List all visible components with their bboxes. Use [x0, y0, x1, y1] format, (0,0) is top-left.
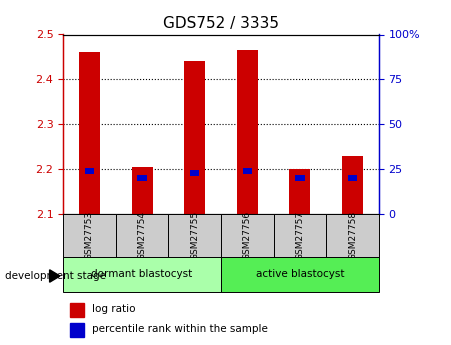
Text: GSM27758: GSM27758 [348, 211, 357, 260]
Bar [63, 214, 116, 257]
Text: percentile rank within the sample: percentile rank within the sample [92, 324, 268, 334]
Polygon shape [50, 270, 60, 282]
Bar [85, 168, 94, 174]
Bar [63, 257, 221, 292]
Text: GSM27753: GSM27753 [85, 211, 94, 260]
Bar [79, 52, 100, 214]
Bar [295, 175, 304, 181]
Text: development stage: development stage [5, 271, 106, 281]
Text: GSM27756: GSM27756 [243, 211, 252, 260]
Text: dormant blastocyst: dormant blastocyst [92, 269, 193, 279]
Bar [184, 61, 205, 214]
Bar [274, 214, 326, 257]
Text: GSM27754: GSM27754 [138, 211, 147, 260]
Bar [168, 214, 221, 257]
Bar [237, 50, 258, 214]
Text: active blastocyst: active blastocyst [256, 269, 344, 279]
Bar [137, 175, 147, 181]
Bar [348, 175, 357, 181]
Bar [290, 169, 310, 214]
Text: log ratio: log ratio [92, 304, 136, 314]
Bar [132, 167, 152, 214]
Bar [221, 214, 274, 257]
Bar [221, 257, 379, 292]
Bar [116, 214, 168, 257]
Title: GDS752 / 3335: GDS752 / 3335 [163, 16, 279, 31]
Bar [243, 168, 252, 174]
Bar [342, 156, 363, 214]
Bar [69, 303, 84, 317]
Bar [69, 323, 84, 337]
Text: GSM27757: GSM27757 [295, 211, 304, 260]
Bar [190, 170, 199, 176]
Text: GSM27755: GSM27755 [190, 211, 199, 260]
Bar [326, 214, 379, 257]
